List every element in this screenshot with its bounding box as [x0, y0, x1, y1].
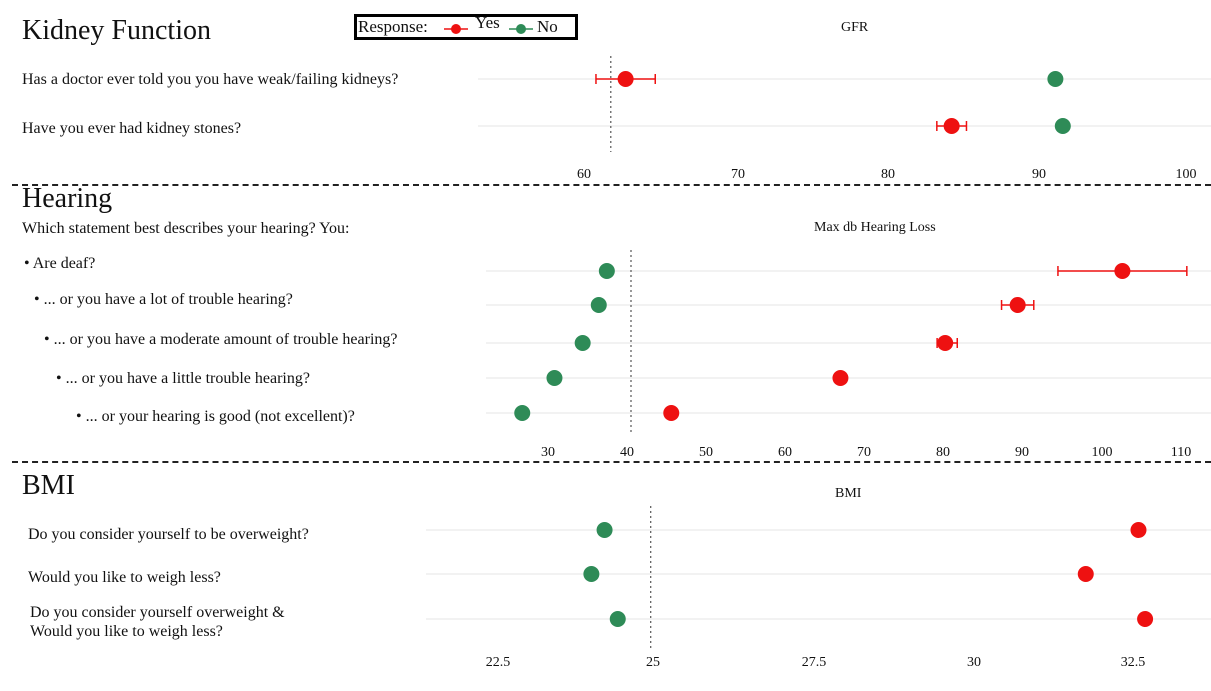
kidney-question-1: Has a doctor ever told you you have weak… — [22, 71, 399, 88]
hearing-point-yes — [937, 335, 954, 351]
bmi-question-3a: Do you consider yourself overweight & — [30, 604, 285, 621]
bmi-tick-label: 32.5 — [1121, 655, 1146, 670]
kidney-point-no — [1047, 71, 1064, 87]
bmi-point-no — [596, 522, 613, 538]
kidney-tick-label: 90 — [1032, 167, 1046, 182]
section-divider-2 — [12, 461, 1211, 463]
hearing-point-no — [590, 297, 607, 313]
hearing-tick-label: 40 — [620, 445, 634, 460]
kidney-tick-label: 100 — [1176, 167, 1197, 182]
bmi-axis-title: BMI — [835, 486, 862, 501]
hearing-section-title: Hearing — [22, 183, 113, 214]
hearing-tick-label: 100 — [1092, 445, 1113, 460]
hearing-point-yes — [1009, 297, 1026, 313]
kidney-tick-label: 70 — [731, 167, 745, 182]
bmi-tick-label: 22.5 — [486, 655, 511, 670]
hearing-point-yes — [1114, 263, 1131, 279]
hearing-question-3: • ... or you have a moderate amount of t… — [44, 331, 398, 348]
hearing-tick-label: 80 — [936, 445, 950, 460]
hearing-point-yes — [832, 370, 849, 386]
legend-yes-label: Yes — [475, 13, 500, 32]
bmi-point-yes — [1137, 611, 1154, 627]
hearing-question-5: • ... or your hearing is good (not excel… — [76, 408, 355, 425]
hearing-tick-label: 60 — [778, 445, 792, 460]
hearing-question-2: • ... or you have a lot of trouble heari… — [34, 291, 293, 308]
hearing-tick-label: 70 — [857, 445, 871, 460]
hearing-question-1-text: Are deaf? — [32, 255, 96, 272]
kidney-point-yes — [617, 71, 634, 87]
kidney-tick-label: 80 — [881, 167, 895, 182]
kidney-question-2: Have you ever had kidney stones? — [22, 120, 242, 137]
hearing-point-no — [574, 335, 591, 351]
legend: Response: Yes No — [354, 13, 578, 40]
hearing-question-4: • ... or you have a little trouble heari… — [56, 370, 310, 387]
bmi-question-3b: Would you like to weigh less? — [30, 623, 223, 640]
hearing-question-2-text: ... or you have a lot of trouble hearing… — [43, 291, 293, 308]
hearing-point-no — [546, 370, 563, 386]
kidney-point-no — [1054, 118, 1071, 134]
hearing-point-no — [514, 405, 531, 421]
kidney-point-yes — [943, 118, 960, 134]
hearing-point-no — [598, 263, 615, 279]
legend-yes-marker — [451, 24, 461, 34]
bmi-question-2: Would you like to weigh less? — [28, 569, 221, 586]
legend-no-label: No — [537, 17, 558, 36]
hearing-tick-label: 110 — [1171, 445, 1191, 460]
hearing-question-1: • Are deaf? — [24, 255, 96, 272]
hearing-tick-label: 50 — [699, 445, 713, 460]
hearing-tick-label: 90 — [1015, 445, 1029, 460]
kidney-axis-title: GFR — [841, 20, 869, 35]
legend-no-marker — [516, 24, 526, 34]
kidney-section-title: Kidney Function — [22, 15, 211, 46]
legend-title: Response: — [358, 17, 428, 36]
bmi-point-no — [583, 566, 600, 582]
bmi-question-1: Do you consider yourself to be overweigh… — [28, 526, 309, 543]
legend-keys — [444, 24, 533, 34]
hearing-point-yes — [663, 405, 680, 421]
hearing-question-3-text: ... or you have a moderate amount of tro… — [53, 331, 398, 348]
hearing-tick-label: 30 — [541, 445, 555, 460]
hearing-question-4-text: ... or you have a little trouble hearing… — [65, 370, 310, 387]
bmi-point-no — [609, 611, 626, 627]
kidney-tick-label: 60 — [577, 167, 591, 182]
bmi-point-yes — [1077, 566, 1094, 582]
bmi-point-yes — [1130, 522, 1147, 538]
bmi-tick-label: 30 — [967, 655, 981, 670]
section-divider-1 — [12, 184, 1211, 186]
hearing-axis-title: Max db Hearing Loss — [814, 220, 936, 235]
bmi-tick-label: 25 — [646, 655, 660, 670]
bmi-tick-label: 27.5 — [802, 655, 827, 670]
hearing-subtitle: Which statement best describes your hear… — [22, 220, 350, 237]
bmi-section-title: BMI — [22, 470, 75, 501]
hearing-question-5-text: ... or your hearing is good (not excelle… — [85, 408, 355, 425]
